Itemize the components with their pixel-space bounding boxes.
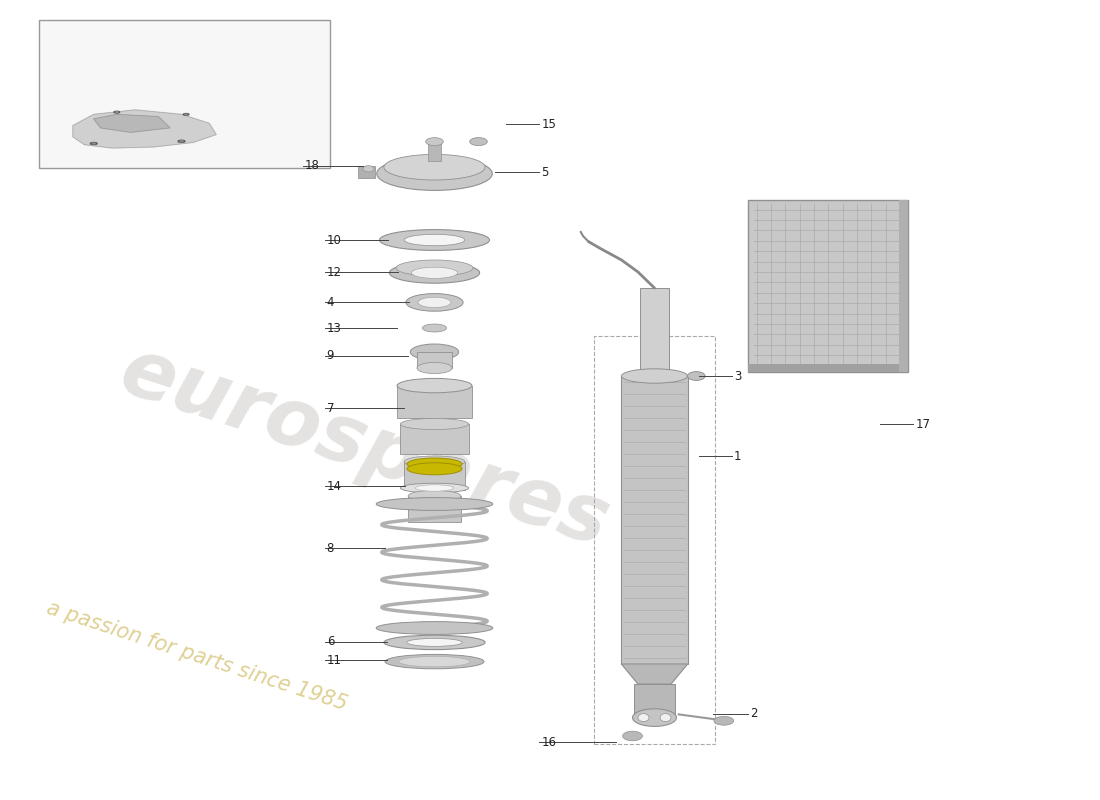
Text: 1: 1 — [734, 450, 741, 462]
Bar — [417, 352, 452, 368]
Text: 3: 3 — [734, 370, 741, 382]
Text: a passion for parts since 1985: a passion for parts since 1985 — [44, 598, 350, 714]
Text: 11: 11 — [327, 654, 342, 666]
Ellipse shape — [416, 485, 453, 491]
Ellipse shape — [405, 234, 464, 246]
Ellipse shape — [470, 138, 487, 146]
Ellipse shape — [384, 154, 485, 180]
Bar — [400, 424, 469, 454]
Ellipse shape — [400, 483, 469, 493]
Ellipse shape — [660, 714, 671, 722]
Ellipse shape — [384, 635, 485, 650]
Ellipse shape — [638, 714, 649, 722]
Text: 9: 9 — [327, 350, 334, 362]
Polygon shape — [621, 664, 688, 684]
Text: 8: 8 — [327, 542, 334, 554]
Ellipse shape — [410, 344, 459, 360]
Polygon shape — [73, 110, 216, 148]
Text: 17: 17 — [915, 418, 931, 430]
Text: 10: 10 — [327, 234, 342, 246]
Ellipse shape — [178, 140, 185, 142]
Ellipse shape — [408, 490, 461, 502]
Ellipse shape — [623, 731, 642, 741]
Ellipse shape — [407, 462, 462, 475]
Text: 2: 2 — [750, 707, 758, 720]
Bar — [634, 684, 675, 716]
Bar — [405, 462, 464, 490]
Ellipse shape — [116, 112, 118, 113]
Ellipse shape — [398, 656, 471, 667]
Text: 16: 16 — [541, 736, 557, 749]
Ellipse shape — [184, 114, 189, 115]
Ellipse shape — [363, 166, 374, 172]
Bar — [358, 166, 375, 178]
Bar — [748, 200, 907, 372]
Ellipse shape — [411, 267, 458, 278]
Bar — [640, 288, 669, 376]
Polygon shape — [94, 114, 169, 132]
Ellipse shape — [179, 141, 184, 142]
Ellipse shape — [632, 709, 676, 726]
Bar — [899, 200, 907, 372]
Ellipse shape — [376, 622, 493, 634]
Bar — [748, 364, 907, 372]
Ellipse shape — [114, 111, 120, 113]
Ellipse shape — [385, 654, 484, 669]
Text: 15: 15 — [541, 118, 557, 130]
Ellipse shape — [389, 262, 480, 283]
Bar — [428, 141, 441, 161]
Text: 14: 14 — [327, 480, 342, 493]
Ellipse shape — [407, 458, 462, 470]
Ellipse shape — [376, 157, 493, 190]
Ellipse shape — [397, 378, 472, 393]
Ellipse shape — [400, 418, 469, 430]
Ellipse shape — [688, 371, 705, 380]
Ellipse shape — [621, 369, 688, 383]
Bar — [408, 496, 461, 522]
Text: eurospares: eurospares — [110, 332, 618, 564]
Text: 18: 18 — [305, 159, 320, 172]
Ellipse shape — [185, 114, 187, 115]
Text: 13: 13 — [327, 322, 342, 334]
Ellipse shape — [417, 362, 452, 374]
Text: 12: 12 — [327, 266, 342, 278]
Text: 7: 7 — [327, 402, 334, 414]
Ellipse shape — [422, 324, 447, 332]
Ellipse shape — [407, 638, 462, 646]
Ellipse shape — [379, 230, 490, 250]
Bar — [397, 386, 472, 418]
Ellipse shape — [406, 294, 463, 311]
Ellipse shape — [426, 138, 443, 146]
Ellipse shape — [714, 717, 734, 725]
Text: 5: 5 — [541, 166, 549, 178]
Ellipse shape — [376, 498, 493, 510]
Ellipse shape — [397, 380, 472, 391]
Bar — [594, 336, 715, 744]
Ellipse shape — [90, 142, 97, 145]
Bar — [39, 20, 330, 168]
Ellipse shape — [418, 297, 451, 307]
Bar — [621, 376, 688, 664]
Ellipse shape — [405, 456, 464, 467]
Ellipse shape — [92, 143, 96, 144]
Text: 6: 6 — [327, 635, 334, 648]
Text: 4: 4 — [327, 296, 334, 309]
Ellipse shape — [396, 260, 473, 276]
